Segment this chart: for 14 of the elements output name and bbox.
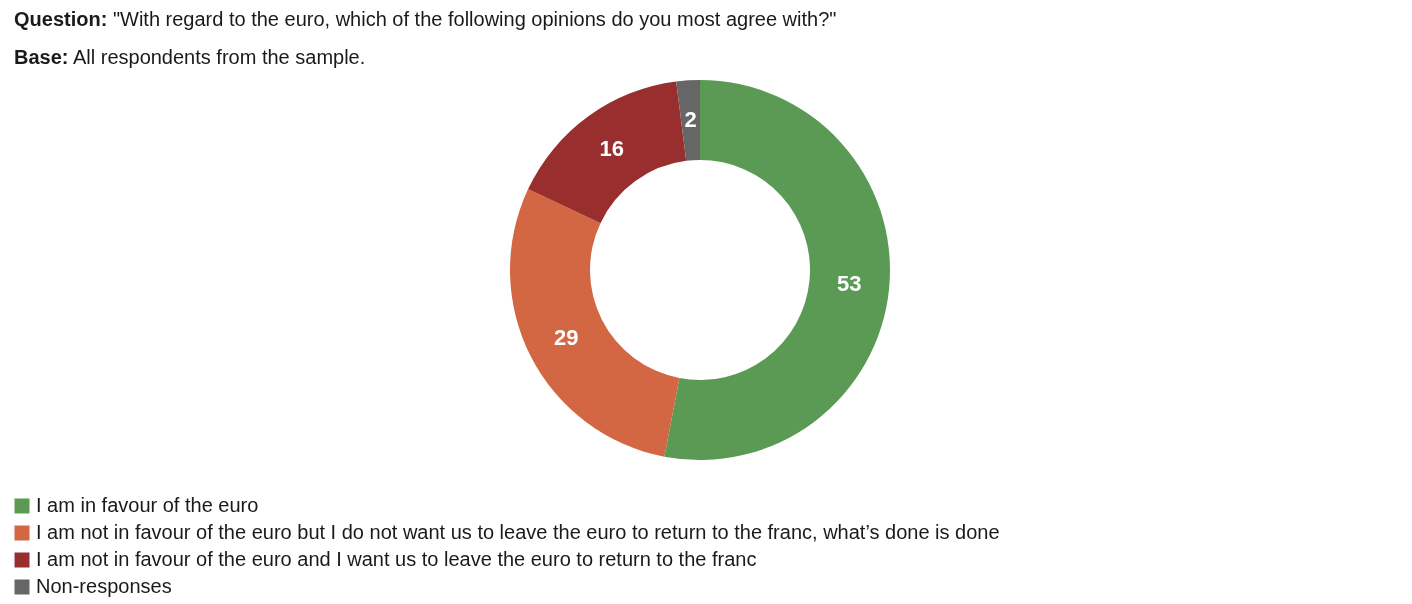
donut-slice: [528, 81, 687, 224]
data-label: 16: [599, 135, 625, 161]
donut-slice: [676, 80, 700, 161]
donut-slice: [510, 189, 680, 457]
chart-title: Question: "With regard to the euro, which of the following opinions do you most agree with?": [14, 8, 837, 30]
legend-label: I am not in favour of the euro but I do not want us to leave the euro to return to the franc, what’s done is done: [36, 521, 1000, 543]
data-label: 53: [837, 271, 862, 297]
legend-label: I am in favour of the euro: [36, 494, 259, 516]
data-label: 2: [684, 107, 697, 133]
chart-subtitle: Base: All respondents from the sample.: [14, 46, 366, 68]
donut-slice: [664, 80, 890, 460]
legend-label: I am not in favour of the euro and I want us to leave the euro to return to the franc: [36, 548, 757, 570]
data-label: 29: [554, 325, 579, 351]
legend-label: Non-responses: [36, 575, 172, 597]
